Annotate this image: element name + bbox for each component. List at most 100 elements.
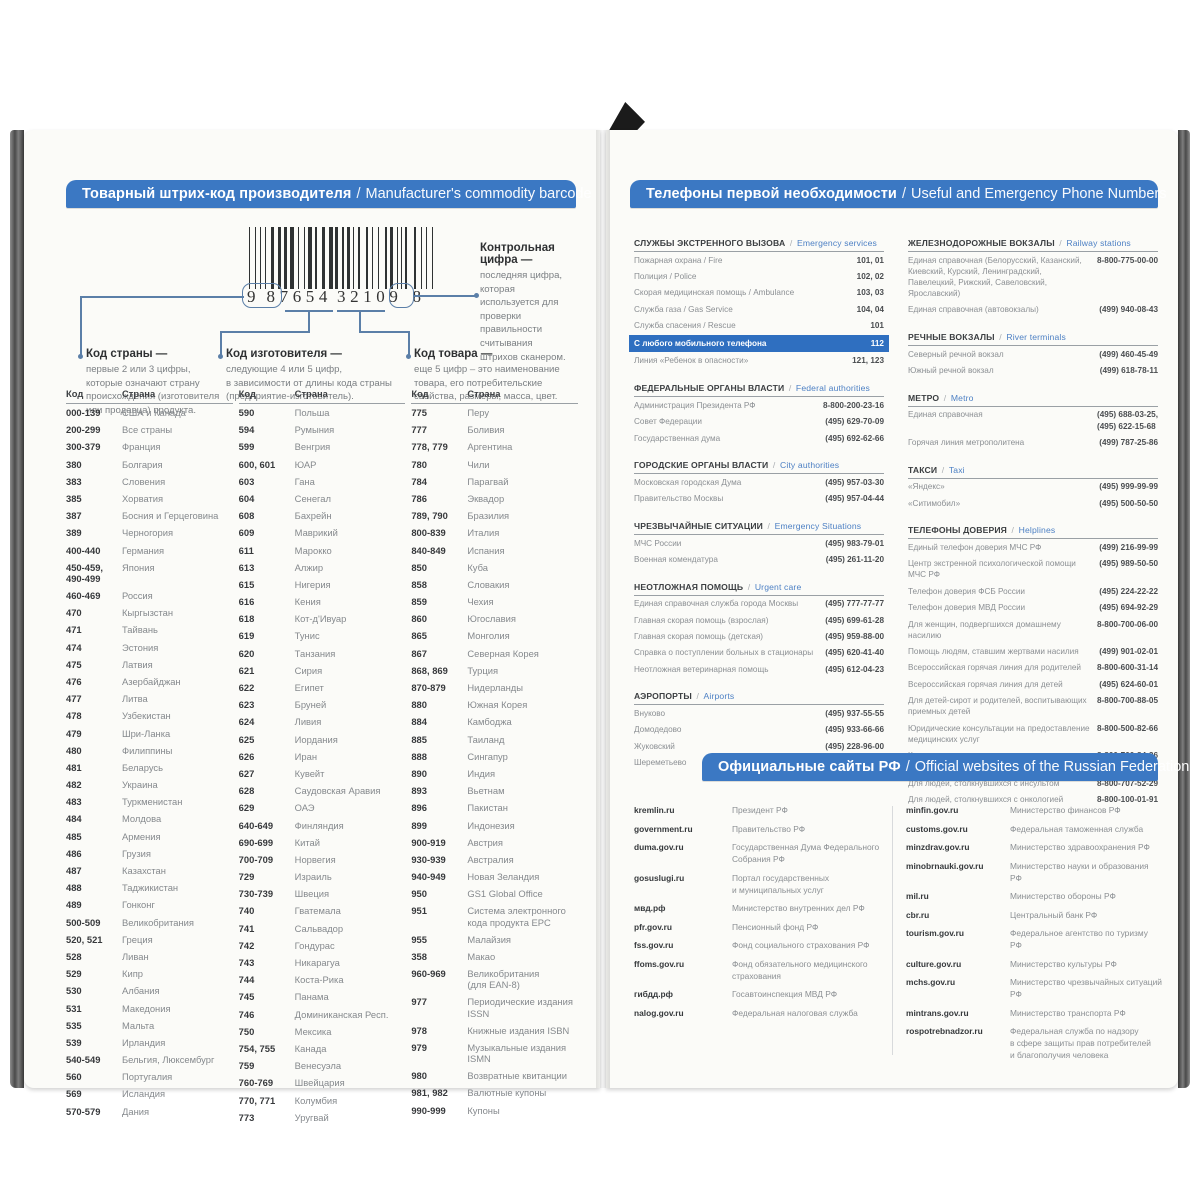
phone-row[interactable]: Совет Федерации (495) 629-70-09	[634, 414, 884, 430]
phone-row[interactable]: Пожарная охрана / Fire 101, 01	[634, 252, 884, 268]
website-row[interactable]: mil.ru Министерство обороны РФ	[906, 888, 1162, 907]
website-row[interactable]: mintrans.gov.ru Министерство транспорта Р…	[906, 1004, 1162, 1023]
website-domain[interactable]: duma.gov.ru	[634, 842, 684, 853]
phone-row[interactable]: Домодедово (495) 933-66-66	[634, 722, 884, 738]
phone-row[interactable]: Неотложная ветеринарная помощь (495) 612-…	[634, 661, 884, 677]
website-row[interactable]: mchs.gov.ru Министерство чрезвычайных сит…	[906, 974, 1162, 1004]
country-code-value: 500-509	[66, 916, 101, 928]
phone-row[interactable]: Московская городская Дума (495) 957-03-30	[634, 474, 884, 490]
website-row[interactable]: minobrnauki.gov.ru Министерство науки и о…	[906, 858, 1162, 888]
country-code-value: 780	[411, 458, 427, 470]
website-domain[interactable]: minzdrav.gov.ru	[906, 842, 970, 853]
website-domain[interactable]: government.ru	[634, 823, 693, 834]
website-row[interactable]: gosuslugi.ru Портал государственных и мун…	[634, 869, 892, 899]
website-domain[interactable]: minfin.gov.ru	[906, 805, 959, 816]
phone-row[interactable]: Единая справочная служба города Москвы (4…	[634, 596, 884, 612]
website-row[interactable]: гибдд.рф Госавтоинспекция МВД РФ	[634, 986, 892, 1005]
website-domain[interactable]: pfr.gov.ru	[634, 921, 672, 932]
website-domain[interactable]: nalog.gov.ru	[634, 1007, 684, 1018]
country-code-value: 628	[238, 785, 255, 797]
country-code-row: 570-579 Дания	[66, 1103, 233, 1120]
phone-row[interactable]: Служба газа / Gas Service 104, 04	[634, 301, 884, 317]
phone-row[interactable]: Жуковский (495) 228-96-00	[634, 738, 884, 754]
phone-group-header: Такси / Taxi	[908, 465, 1158, 479]
website-domain[interactable]: gosuslugi.ru	[634, 872, 685, 883]
phone-service-name: Служба газа / Gas Service	[634, 304, 733, 314]
country-code-row: 450-459, 490-499 Япония	[66, 559, 233, 587]
website-row[interactable]: duma.gov.ru Государственная Дума Федераль…	[634, 839, 892, 869]
website-domain[interactable]: cbr.ru	[906, 909, 930, 920]
website-row[interactable]: cbr.ru Центральный банк РФ	[906, 907, 1162, 926]
country-code-row: 729 Израиль	[239, 868, 406, 885]
country-code-value: 540-549	[66, 1054, 101, 1066]
website-row[interactable]: culture.gov.ru Министерство культуры РФ	[906, 955, 1162, 974]
phone-row[interactable]: Служба спасения / Rescue 101	[634, 317, 884, 333]
phone-row[interactable]: Единый телефон доверия МЧС РФ (499) 216-9…	[908, 539, 1158, 555]
website-row[interactable]: nalog.gov.ru Федеральная налоговая служба	[634, 1004, 892, 1023]
website-row[interactable]: pfr.gov.ru Пенсионный фонд РФ	[634, 918, 892, 937]
phone-row[interactable]: Северный речной вокзал (499) 460-45-49	[908, 346, 1158, 362]
phone-row[interactable]: Скорая медицинская помощь / Ambulance 103…	[634, 285, 884, 301]
phone-row[interactable]: Единая справочная (автовокзалы) (499) 940…	[908, 302, 1158, 318]
phone-row[interactable]: Администрация Президента РФ 8-800-200-23-…	[634, 397, 884, 413]
phone-row[interactable]: Всероссийская горячая линия для детей (49…	[908, 676, 1158, 692]
phone-row[interactable]: Главная скорая помощь (взрослая) (495) 69…	[634, 612, 884, 628]
website-domain[interactable]: kremlin.ru	[634, 805, 675, 816]
website-row[interactable]: minfin.gov.ru Министерство финансов РФ	[906, 802, 1162, 821]
phone-row[interactable]: Для людей, столкнувшихся с инсультом 8-80…	[908, 775, 1158, 791]
website-row[interactable]: minzdrav.gov.ru Министерство здравоохране…	[906, 839, 1162, 858]
website-domain[interactable]: culture.gov.ru	[906, 958, 962, 969]
phone-row[interactable]: Для детей-сирот и родителей, воспитывающ…	[908, 692, 1158, 720]
phone-group-title-en: River terminals	[1006, 332, 1066, 343]
phone-row[interactable]: Для людей, столкнувшихся с онкологией 8-8…	[908, 791, 1158, 807]
phone-row[interactable]: «Яндекс» (495) 999-99-99	[908, 479, 1158, 495]
phone-row[interactable]: Юридические консультации на предоставлен…	[908, 720, 1158, 748]
website-domain[interactable]: customs.gov.ru	[906, 823, 968, 834]
phone-row[interactable]: Линия «Ребенок в опасности» 121, 123	[634, 353, 884, 369]
phone-group-title-en: City authorities	[779, 460, 840, 471]
website-domain[interactable]: мвд.рф	[634, 903, 666, 914]
phone-row[interactable]: Телефон доверия ФСБ России (495) 224-22-2…	[908, 583, 1158, 599]
website-row[interactable]: rospotrebnadzor.ru Федеральная служба по …	[906, 1023, 1162, 1065]
phone-row[interactable]: Единая справочная (495) 688-03-25, (495) …	[908, 407, 1158, 435]
phone-row[interactable]: Всероссийская горячая линия для родителе…	[908, 660, 1158, 676]
website-domain[interactable]: mintrans.gov.ru	[906, 1007, 969, 1018]
phone-row-highlighted[interactable]: С любого мобильного телефона 112	[629, 334, 889, 352]
website-domain[interactable]: ffoms.gov.ru	[634, 958, 685, 969]
website-domain[interactable]: rospotrebnadzor.ru	[906, 1026, 983, 1037]
country-code-value: 777	[411, 424, 427, 436]
website-row[interactable]: kremlin.ru Президент РФ	[634, 802, 892, 821]
country-name-value: Румыния	[294, 424, 335, 436]
phone-group-title-ru: Неотложная помощь	[634, 581, 744, 592]
phone-row[interactable]: Военная комендатура (495) 261-11-20	[634, 551, 884, 567]
phone-row[interactable]: Центр экстренной психологической помощи …	[908, 556, 1158, 584]
phone-row[interactable]: Телефон доверия МВД России (495) 694-92-2…	[908, 600, 1158, 616]
phone-row[interactable]: Для женщин, подвергшихся домашнему насил…	[908, 616, 1158, 644]
website-domain[interactable]: tourism.gov.ru	[906, 928, 965, 939]
phone-row[interactable]: Государственная дума (495) 692-62-66	[634, 430, 884, 446]
phone-row[interactable]: Помощь людям, ставшим жертвами насилия (4…	[908, 643, 1158, 659]
website-domain[interactable]: mil.ru	[906, 891, 929, 902]
phone-row[interactable]: Южный речной вокзал (499) 618-78-11	[908, 363, 1158, 379]
phone-row[interactable]: Единая справочная (Белорусский, Казански…	[908, 252, 1158, 302]
website-domain[interactable]: mchs.gov.ru	[906, 977, 956, 988]
phone-number: (495) 624-60-01	[1099, 679, 1158, 689]
phone-row[interactable]: МЧС России (495) 983-79-01	[634, 535, 884, 551]
phone-row[interactable]: Правительство Москвы (495) 957-04-44	[634, 491, 884, 507]
website-row[interactable]: government.ru Правительство РФ	[634, 821, 892, 840]
phone-row[interactable]: Внуково (495) 937-55-55	[634, 705, 884, 721]
website-row[interactable]: мвд.рф Министерство внутренних дел РФ	[634, 900, 892, 919]
phone-row[interactable]: Полиция / Police 102, 02	[634, 268, 884, 284]
website-domain[interactable]: fss.gov.ru	[634, 940, 674, 951]
phone-row[interactable]: Главная скорая помощь (детская) (495) 959…	[634, 628, 884, 644]
website-domain[interactable]: minobrnauki.gov.ru	[906, 861, 984, 872]
website-row[interactable]: customs.gov.ru Федеральная таможенная слу…	[906, 821, 1162, 840]
country-name-value: Узбекистан	[122, 710, 171, 722]
website-row[interactable]: tourism.gov.ru Федеральное агентство по т…	[906, 925, 1162, 955]
website-row[interactable]: fss.gov.ru Фонд социального страхования Р…	[634, 937, 892, 956]
website-row[interactable]: ffoms.gov.ru Фонд обязательного медицинск…	[634, 955, 892, 985]
phone-row[interactable]: Справка о поступлении больных в стациона…	[634, 645, 884, 661]
phone-row[interactable]: Горячая линия метрополитена (499) 787-25-…	[908, 434, 1158, 450]
website-domain[interactable]: гибдд.рф	[634, 989, 674, 1000]
phone-row[interactable]: «Ситимобил» (495) 500-50-50	[908, 495, 1158, 511]
